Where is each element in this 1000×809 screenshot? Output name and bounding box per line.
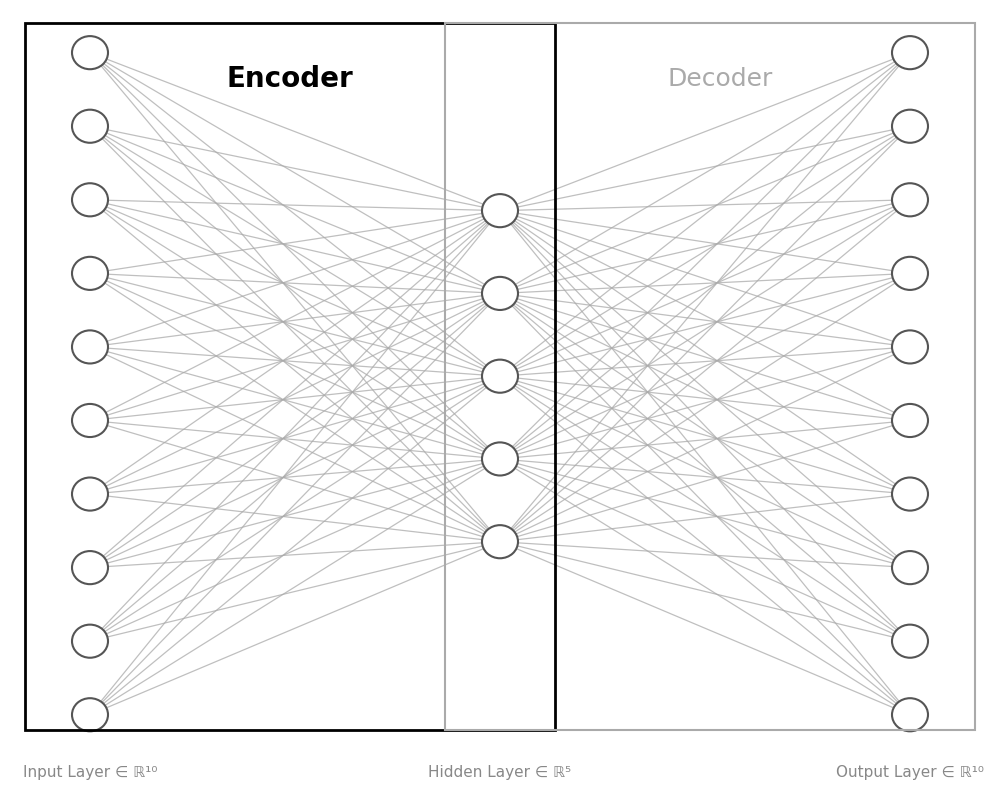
Ellipse shape [892,698,928,731]
Ellipse shape [72,110,108,142]
Bar [25,23,555,730]
Text: Output Layer ∈ ℝ¹⁰: Output Layer ∈ ℝ¹⁰ [836,765,984,780]
Ellipse shape [892,625,928,658]
Ellipse shape [72,256,108,290]
Ellipse shape [482,194,518,227]
Ellipse shape [72,625,108,658]
Ellipse shape [72,551,108,584]
Ellipse shape [482,360,518,392]
Ellipse shape [72,404,108,437]
Ellipse shape [482,277,518,310]
Ellipse shape [892,551,928,584]
Ellipse shape [72,330,108,363]
Ellipse shape [482,443,518,476]
Ellipse shape [892,256,928,290]
Ellipse shape [892,110,928,142]
Ellipse shape [892,184,928,216]
Text: Encoder: Encoder [227,65,353,93]
Ellipse shape [72,477,108,510]
Ellipse shape [72,36,108,70]
Ellipse shape [72,698,108,731]
Ellipse shape [72,184,108,216]
Bar [445,23,975,730]
Text: Decoder: Decoder [667,67,773,91]
Ellipse shape [892,36,928,70]
Ellipse shape [892,330,928,363]
Text: Input Layer ∈ ℝ¹⁰: Input Layer ∈ ℝ¹⁰ [23,765,157,780]
Text: Hidden Layer ∈ ℝ⁵: Hidden Layer ∈ ℝ⁵ [428,765,572,780]
Ellipse shape [892,404,928,437]
Ellipse shape [892,477,928,510]
Ellipse shape [482,525,518,558]
